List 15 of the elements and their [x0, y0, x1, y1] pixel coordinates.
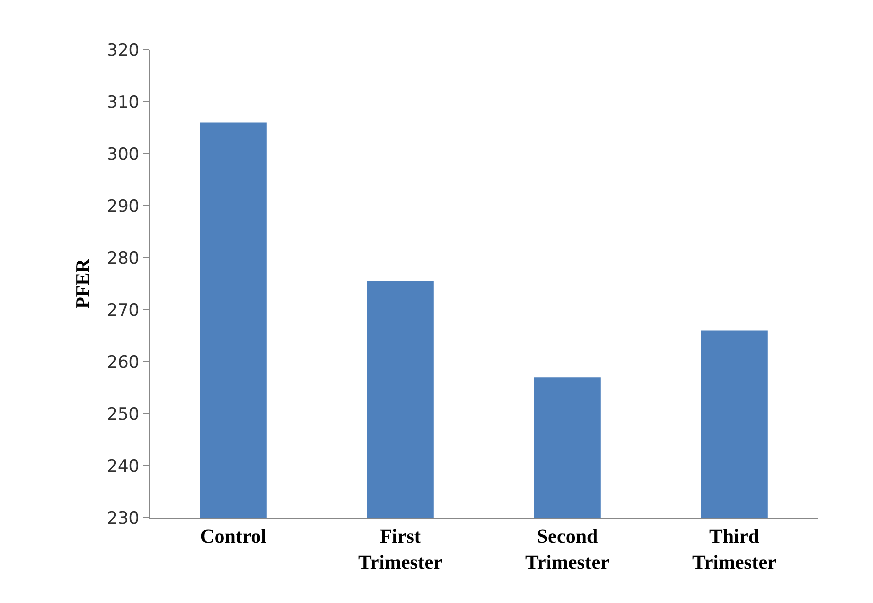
y-tick-label: 320: [107, 40, 140, 61]
x-tick-label: Second Trimester: [525, 526, 610, 574]
y-tick-label: 230: [107, 508, 140, 529]
x-tick-label: Third Trimester: [692, 526, 777, 574]
y-tick-label: 300: [107, 144, 140, 165]
y-tick-label: 240: [107, 456, 140, 477]
y-tick-label: 250: [107, 404, 140, 425]
y-tick-label: 310: [107, 92, 140, 113]
y-tick-label: 280: [107, 248, 140, 269]
x-tick-label: Control: [200, 526, 268, 548]
y-axis-title: PFER: [72, 258, 94, 309]
y-tick-label: 290: [107, 196, 140, 217]
x-tick-label: First Trimester: [358, 526, 443, 574]
y-tick-label: 270: [107, 300, 140, 321]
y-tick-label: 260: [107, 352, 140, 373]
